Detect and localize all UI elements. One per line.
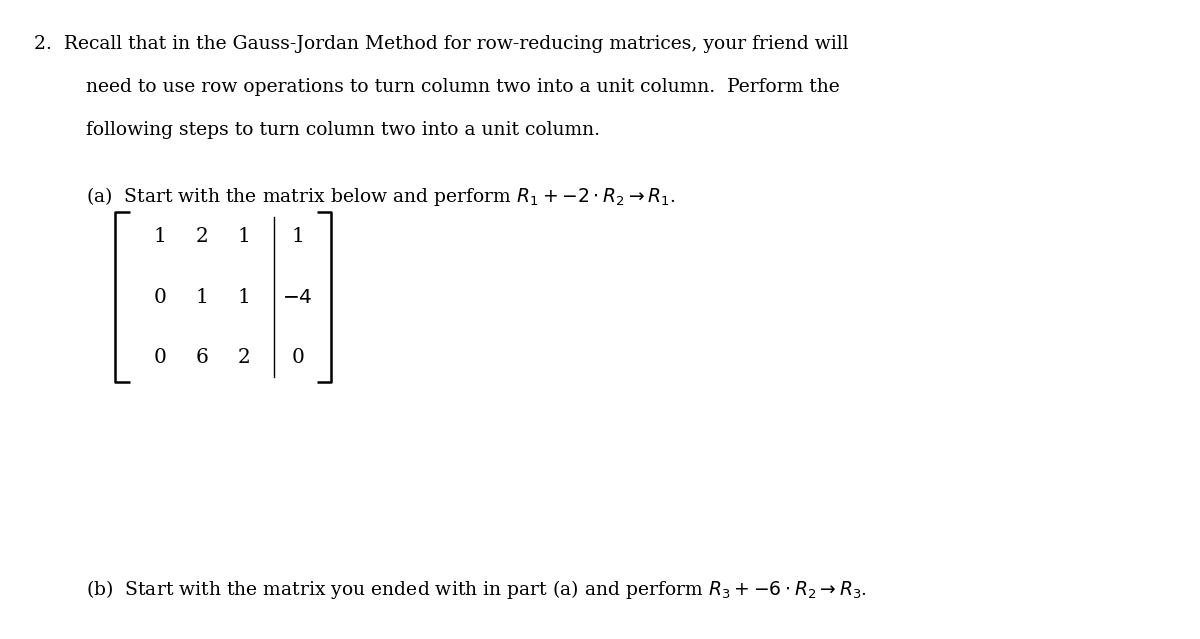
Text: 1: 1 — [292, 227, 304, 246]
Text: 2: 2 — [238, 348, 250, 367]
Text: 0: 0 — [154, 288, 166, 307]
Text: 1: 1 — [238, 288, 250, 307]
Text: $-4$: $-4$ — [282, 288, 313, 307]
Text: 1: 1 — [196, 288, 208, 307]
Text: 1: 1 — [238, 227, 250, 246]
Text: need to use row operations to turn column two into a unit column.  Perform the: need to use row operations to turn colum… — [86, 78, 840, 96]
Text: 0: 0 — [154, 348, 166, 367]
Text: 6: 6 — [196, 348, 208, 367]
Text: 1: 1 — [154, 227, 166, 246]
Text: 0: 0 — [292, 348, 304, 367]
Text: 2: 2 — [196, 227, 208, 246]
Text: (a)  Start with the matrix below and perform $R_1 + {-2} \cdot R_2 \rightarrow R: (a) Start with the matrix below and perf… — [86, 185, 676, 208]
Text: following steps to turn column two into a unit column.: following steps to turn column two into … — [86, 121, 600, 139]
Text: (b)  Start with the matrix you ended with in part (a) and perform $R_3+{-6} \cdo: (b) Start with the matrix you ended with… — [86, 578, 868, 601]
Text: 2.  Recall that in the Gauss-Jordan Method for row-reducing matrices, your frien: 2. Recall that in the Gauss-Jordan Metho… — [34, 35, 848, 53]
